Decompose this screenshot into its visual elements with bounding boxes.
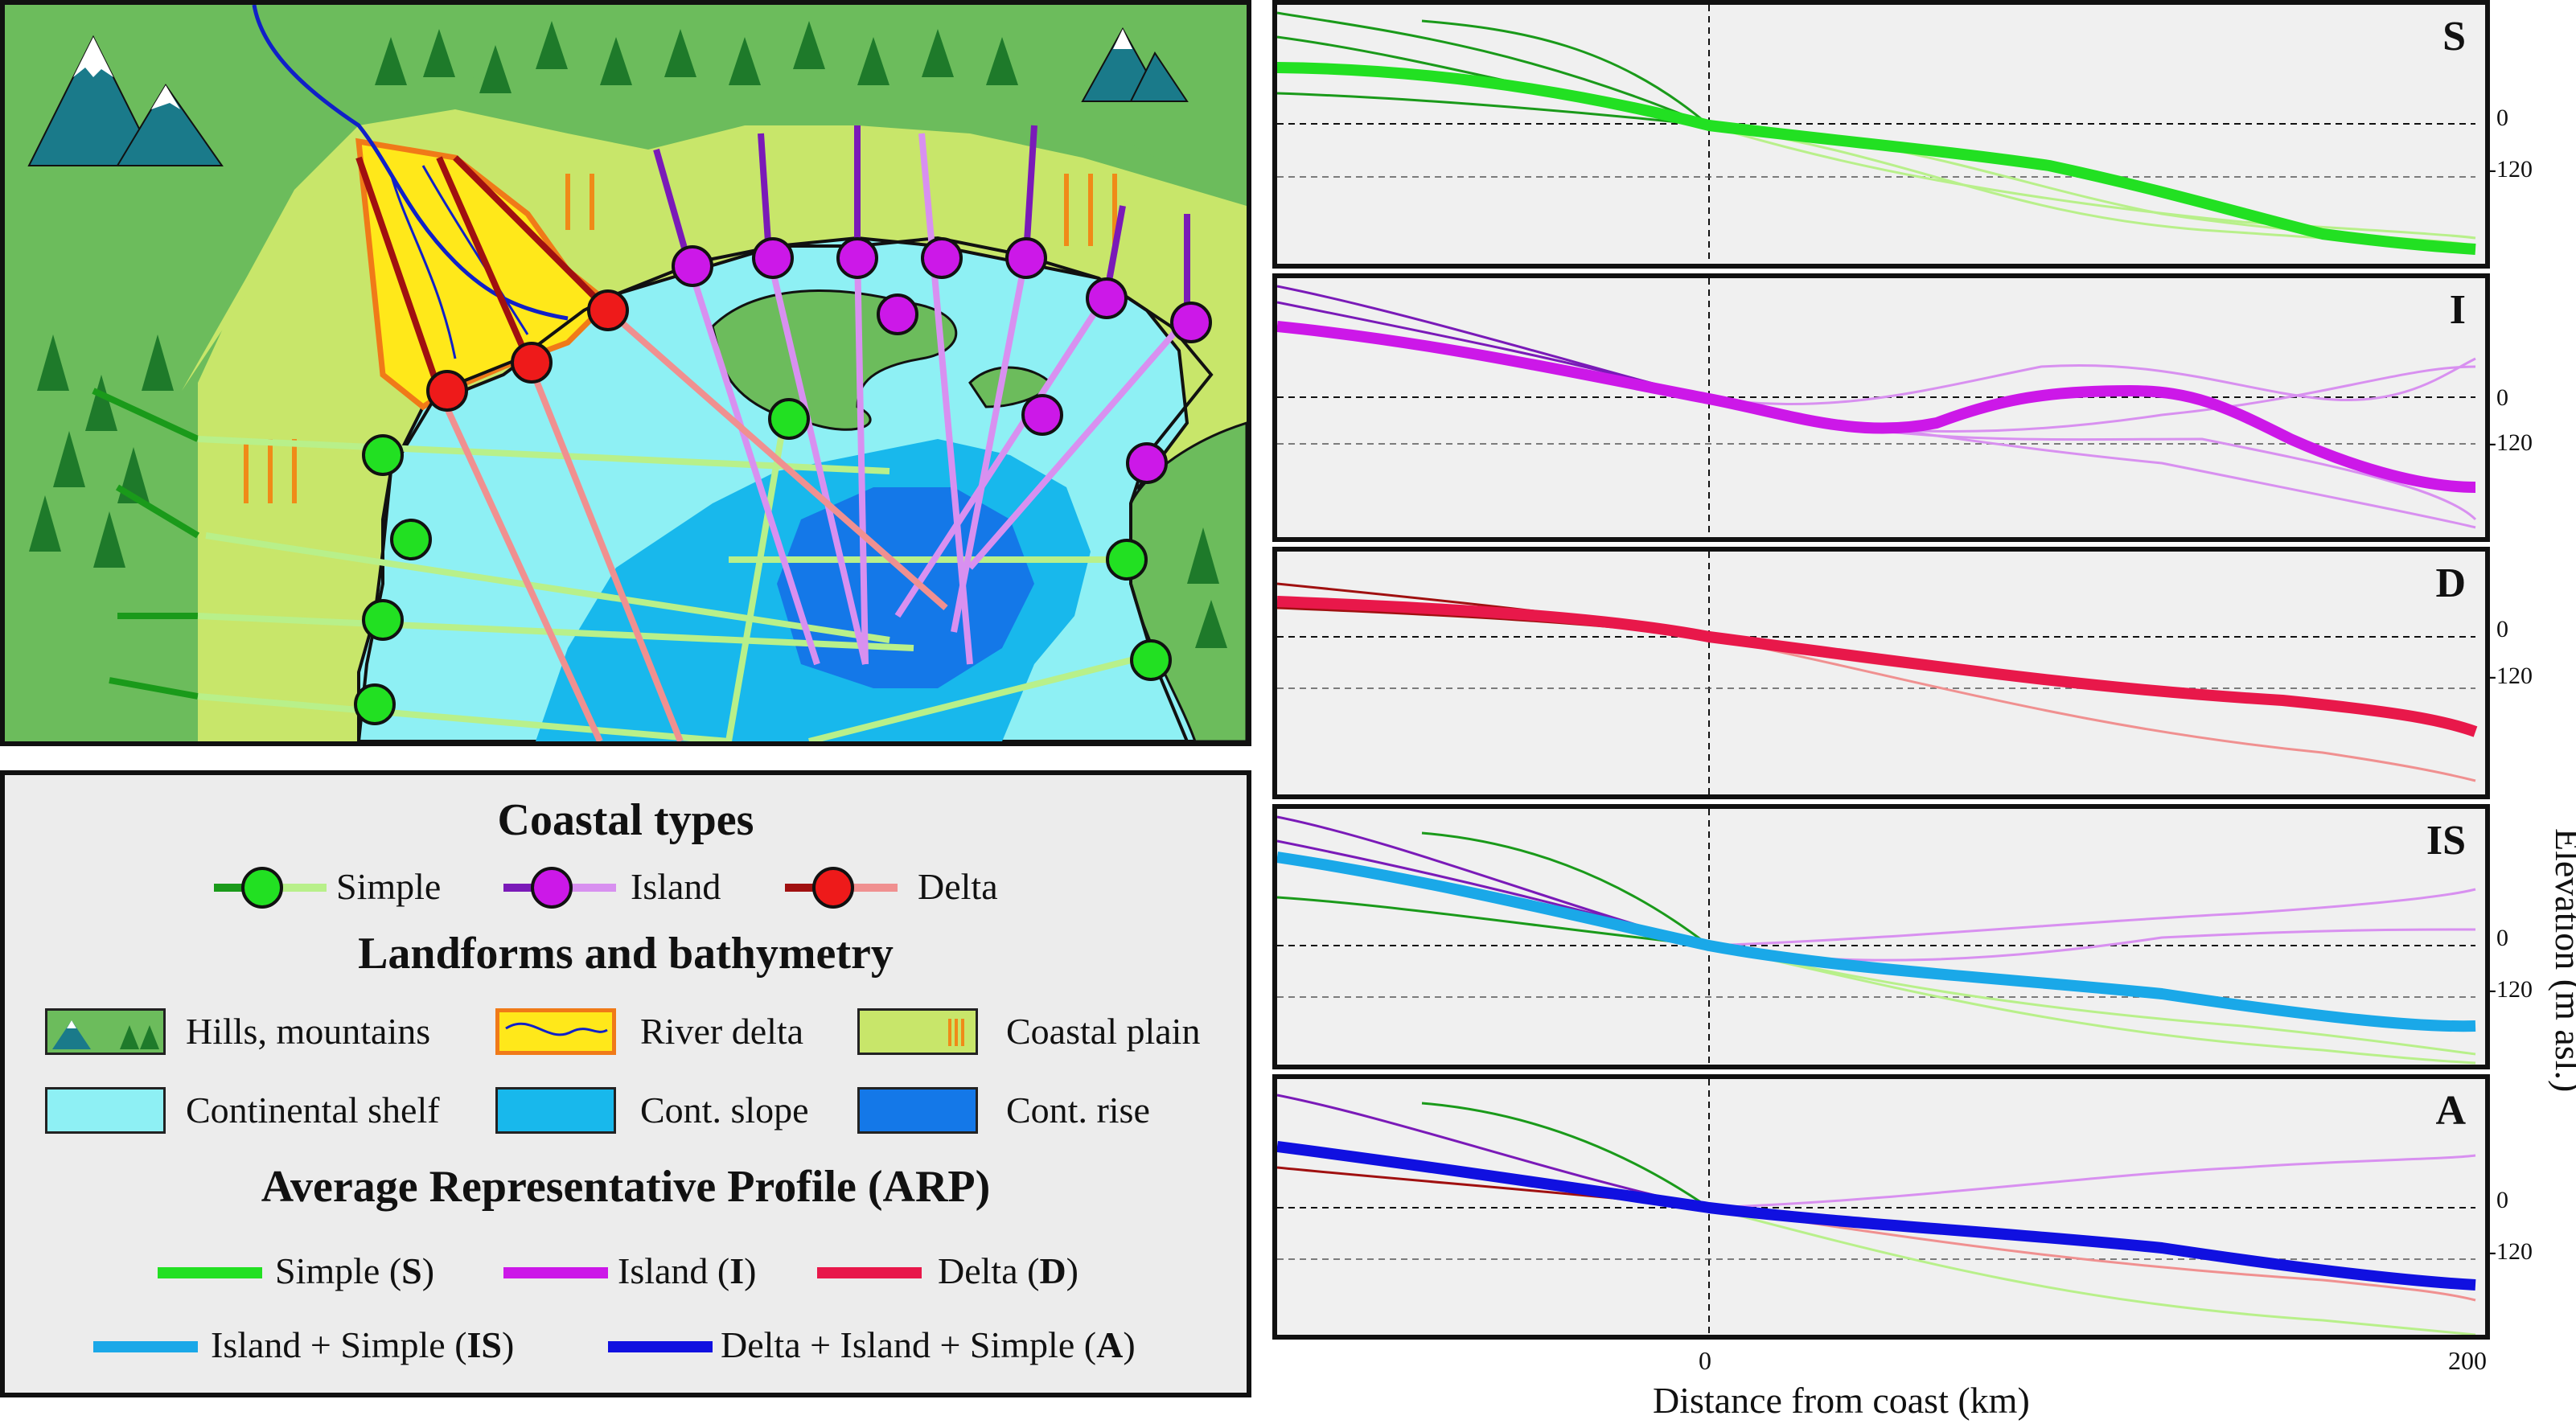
i-tick-0: 0 — [2496, 384, 2508, 411]
arp-delta-line — [817, 1267, 922, 1278]
s-tick-0: 0 — [2496, 105, 2508, 131]
profile-plot-s — [1277, 5, 2476, 264]
panel-label-s: S — [2442, 14, 2466, 60]
trees-right — [1187, 527, 1227, 648]
simple-transects — [92, 388, 1148, 741]
arp-simple-line — [158, 1267, 262, 1278]
island-label: Island — [631, 866, 721, 907]
slope-label: Cont. slope — [640, 1090, 809, 1131]
panel-label-is: IS — [2426, 818, 2466, 864]
rise-swatch — [857, 1087, 978, 1134]
coastal-plain-swatch — [857, 1008, 978, 1055]
crop-icon — [948, 1019, 964, 1046]
river-delta-label: River delta — [640, 1011, 804, 1052]
river-icon — [505, 1022, 608, 1036]
arp-is-label: Island + Simple (IS) — [211, 1324, 515, 1365]
simple-label: Simple — [336, 866, 442, 907]
mountain-2 — [116, 84, 224, 166]
shelf-label: Continental shelf — [186, 1090, 440, 1131]
schematic-map — [0, 0, 1251, 746]
island-symbol — [503, 867, 616, 909]
arp-title: Average Representative Profile (ARP) — [261, 1162, 991, 1212]
hills-label: Hills, mountains — [186, 1011, 431, 1052]
profile-plot-i — [1277, 278, 2477, 537]
trees-left — [29, 334, 174, 568]
delta-symbol — [785, 867, 898, 909]
x-tick-200: 200 — [2448, 1346, 2487, 1375]
profile-panel-s: S — [1272, 0, 2490, 269]
trees-top — [375, 21, 1018, 93]
profile-plot-a — [1277, 1079, 2476, 1335]
panel-label-i: I — [2449, 287, 2466, 333]
shelf-swatch — [45, 1087, 166, 1134]
landforms-title: Landforms and bathymetry — [358, 929, 894, 979]
arp-a-line — [608, 1341, 713, 1352]
island-markers — [672, 237, 1212, 484]
y-axis-title: Elevation (m asl.) — [2548, 828, 2576, 1093]
mountain-1 — [27, 35, 159, 166]
d-tick-0: 0 — [2496, 616, 2508, 642]
coastal-types-title: Coastal types — [497, 795, 754, 845]
arp-a-label: Delta + Island + Simple (A) — [721, 1324, 1136, 1365]
profile-panel-is: IS — [1272, 804, 2490, 1069]
arp-island-line — [503, 1267, 608, 1278]
panel-label-d: D — [2435, 560, 2466, 606]
arp-simple-label: Simple (S) — [275, 1250, 435, 1291]
rise-label: Cont. rise — [1006, 1090, 1150, 1131]
delta-transects — [355, 155, 948, 741]
arp-delta-label: Delta (D) — [938, 1250, 1078, 1291]
profile-panel-i: I — [1272, 273, 2490, 542]
profile-plot-d — [1277, 552, 2478, 794]
is-tick-neg: -120 — [2488, 976, 2533, 1003]
simple-symbol — [214, 867, 327, 909]
simple-markers — [354, 398, 1172, 725]
legend-panel: Coastal types Simple Island Delta Landfo… — [0, 770, 1251, 1397]
profile-plot-is — [1277, 809, 2476, 1065]
profile-panel-a: A — [1272, 1074, 2490, 1340]
x-axis-title: Distance from coast (km) — [1653, 1380, 2030, 1421]
a-tick-neg: -120 — [2488, 1238, 2533, 1265]
hills-swatch — [45, 1008, 166, 1055]
delta-label: Delta — [918, 866, 998, 907]
panel-label-a: A — [2435, 1088, 2466, 1134]
arp-island-label: Island (I) — [618, 1250, 757, 1291]
is-tick-0: 0 — [2496, 925, 2508, 951]
coastal-plain-label: Coastal plain — [1006, 1011, 1201, 1052]
profile-panel-d: D — [1272, 547, 2490, 799]
a-tick-0: 0 — [2496, 1187, 2508, 1213]
river-delta-swatch — [495, 1008, 616, 1055]
hills-icon — [52, 1020, 159, 1049]
i-tick-neg: -120 — [2488, 429, 2533, 456]
s-tick-neg: -120 — [2488, 156, 2533, 183]
delta-markers — [426, 289, 629, 412]
x-tick-0: 0 — [1699, 1346, 1711, 1375]
slope-swatch — [495, 1087, 616, 1134]
arp-is-line — [93, 1341, 198, 1352]
d-tick-neg: -120 — [2488, 663, 2533, 689]
island-transects — [653, 125, 1190, 666]
crop-icons — [244, 174, 1117, 503]
